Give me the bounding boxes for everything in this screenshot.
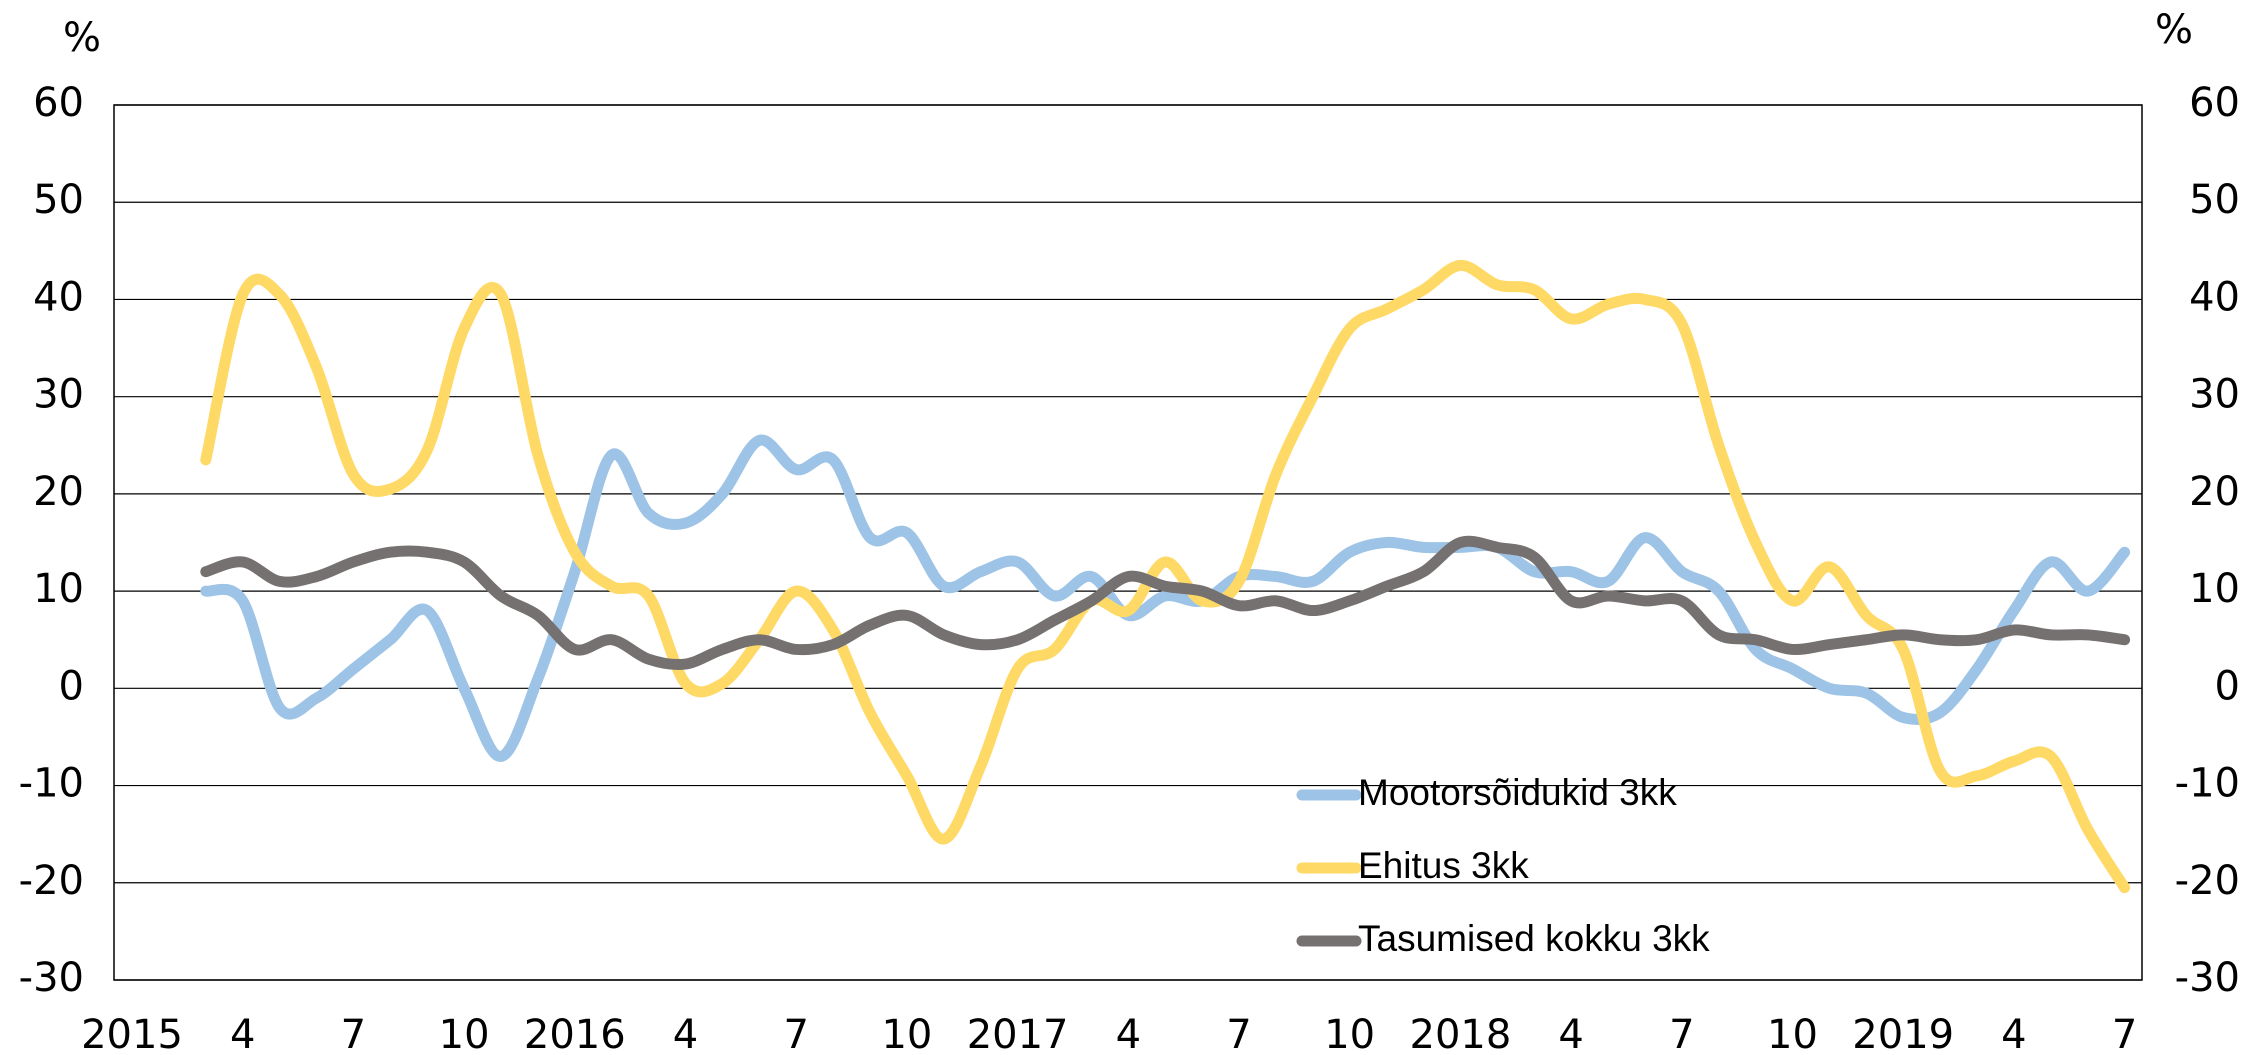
y2-tick-label: 20 [2189, 469, 2240, 515]
plot-area [113, 104, 2143, 981]
y2-tick-label: 0 [2215, 663, 2240, 709]
y-tick-label: 30 [33, 372, 84, 418]
x-tick-label: 2019 [1852, 1012, 1954, 1055]
y2-tick-label: 10 [2189, 566, 2240, 612]
y-tick-label: 20 [33, 469, 84, 515]
x-tick-label: 2018 [1410, 1012, 1512, 1055]
x-tick-label: 4 [230, 1012, 255, 1055]
y2-tick-label: 30 [2189, 372, 2240, 418]
x-tick-label: 7 [341, 1012, 366, 1055]
legend-label: Tasumised kokku 3kk [1358, 918, 1710, 959]
x-tick-label: 10 [1767, 1012, 1818, 1055]
x-tick-label: 2015 [81, 1012, 183, 1055]
x-tick-label: 7 [1226, 1012, 1251, 1055]
y2-tick-label: 60 [2189, 80, 2240, 126]
x-tick-label: 4 [673, 1012, 698, 1055]
series-line [200, 259, 2131, 894]
y2-axis-label: % [2155, 7, 2193, 53]
y2-tick-label: -30 [2175, 955, 2240, 1001]
x-tick-label: 7 [2112, 1012, 2137, 1055]
legend-label: Mootorsõidukid 3kk [1358, 772, 1677, 813]
y2-tick-label: -10 [2175, 761, 2240, 807]
y-tick-label: 0 [59, 663, 84, 709]
y-tick-label: 60 [33, 80, 84, 126]
y2-tick-label: -20 [2175, 858, 2240, 904]
x-tick-label: 2016 [524, 1012, 626, 1055]
y-tick-label: -30 [19, 955, 84, 1001]
y-axis-label: % [63, 15, 101, 61]
y-tick-label: -10 [19, 761, 84, 807]
legend-label: Ehitus 3kk [1358, 845, 1529, 886]
x-tick-label: 4 [1116, 1012, 1141, 1055]
x-tick-label: 7 [1669, 1012, 1694, 1055]
y-tick-label: -20 [19, 858, 84, 904]
y-tick-label: 10 [33, 566, 84, 612]
x-tick-label: 4 [1558, 1012, 1583, 1055]
x-tick-label: 2017 [967, 1012, 1069, 1055]
y-tick-label: 50 [33, 177, 84, 223]
y2-tick-label: 40 [2189, 274, 2240, 320]
series-line [200, 535, 2131, 671]
y2-tick-label: 50 [2189, 177, 2240, 223]
x-tick-label: 7 [783, 1012, 808, 1055]
x-tick-label: 10 [439, 1012, 490, 1055]
x-tick-label: 10 [881, 1012, 932, 1055]
x-tick-label: 10 [1324, 1012, 1375, 1055]
x-tick-label: 4 [2001, 1012, 2026, 1055]
y-tick-label: 40 [33, 274, 84, 320]
